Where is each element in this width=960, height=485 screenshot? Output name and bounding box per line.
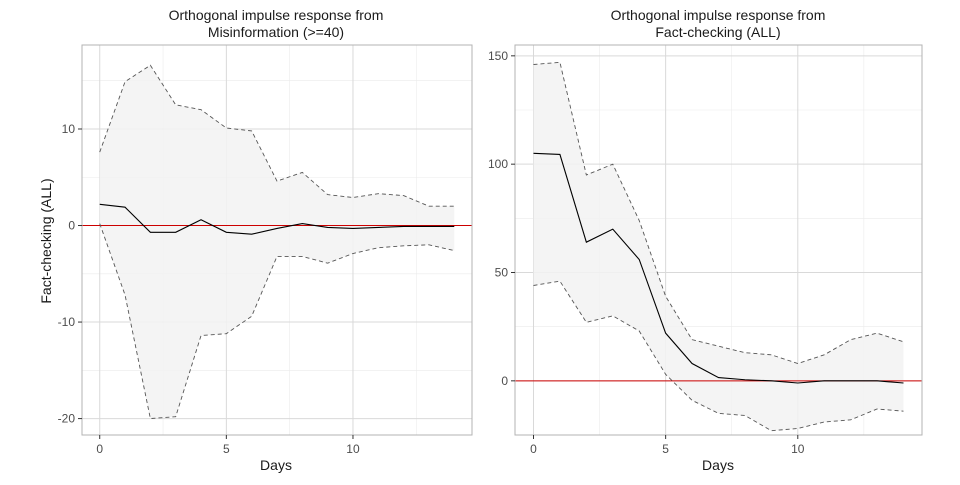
y-tick-label: 0 xyxy=(68,219,75,233)
panel-title-line2: Fact-checking (ALL) xyxy=(655,24,780,40)
confidence-band xyxy=(533,62,904,431)
y-tick-label: 100 xyxy=(488,157,508,171)
lower-bound-line xyxy=(533,280,904,432)
x-axis-title: Days xyxy=(702,457,734,473)
y-tick-label: 0 xyxy=(501,374,508,388)
panel-title-line2: Misinformation (>=40) xyxy=(208,24,344,40)
panel-border xyxy=(81,44,473,436)
impulse-response-line xyxy=(99,203,455,235)
lower-bound-line xyxy=(99,223,455,420)
y-tick-label: 50 xyxy=(495,266,509,280)
y-tick-label: 10 xyxy=(62,122,76,136)
panel-title-line1: Orthogonal impulse response from xyxy=(169,7,384,23)
x-tick-label: 5 xyxy=(223,442,230,456)
x-tick-label: 0 xyxy=(96,442,103,456)
y-tick-label: -10 xyxy=(58,315,76,329)
y-tick-label: 150 xyxy=(488,49,508,63)
x-axis-title: Days xyxy=(260,457,292,473)
x-tick-label: 5 xyxy=(662,442,669,456)
x-tick-label: 10 xyxy=(346,442,360,456)
panel-border xyxy=(514,44,923,436)
panel-title-line1: Orthogonal impulse response from xyxy=(611,7,826,23)
y-axis-title: Fact-checking (ALL) xyxy=(38,178,54,303)
x-tick-label: 10 xyxy=(791,442,805,456)
upper-bound-line xyxy=(99,64,455,207)
upper-bound-line xyxy=(533,61,904,364)
panel-fact-checking: Orthogonal impulse response from Fact-ch… xyxy=(488,7,923,473)
impulse-response-line xyxy=(533,152,904,384)
confidence-band xyxy=(99,65,455,419)
y-tick-label: -20 xyxy=(58,412,76,426)
panel-misinformation: Orthogonal impulse response from Misinfo… xyxy=(38,7,473,473)
x-tick-label: 0 xyxy=(530,442,537,456)
